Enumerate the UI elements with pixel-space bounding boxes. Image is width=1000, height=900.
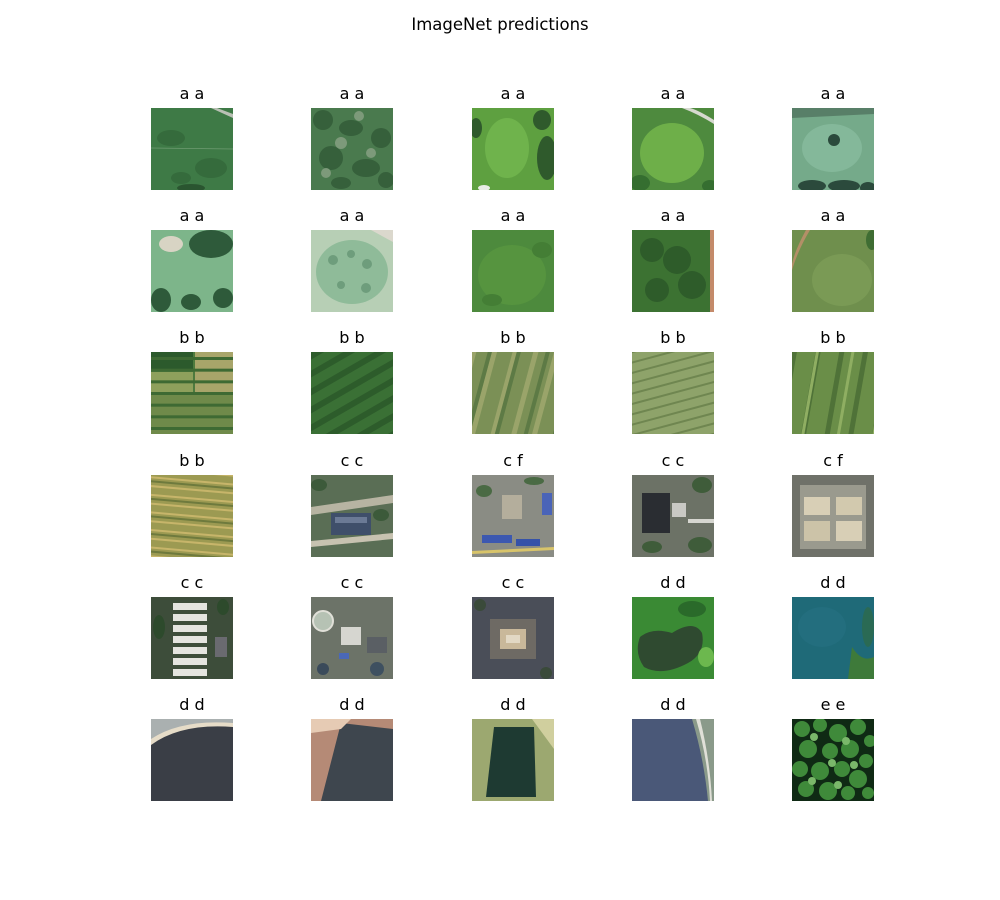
panel-label: a a xyxy=(339,84,365,103)
aerial-thumbnail xyxy=(311,352,393,434)
panel-label: d d xyxy=(179,695,205,714)
aerial-thumbnail xyxy=(472,352,554,434)
panel-label: c f xyxy=(823,451,843,470)
aerial-thumbnail xyxy=(792,352,874,434)
aerial-thumbnail xyxy=(151,597,233,679)
aerial-thumbnail xyxy=(632,597,714,679)
aerial-thumbnail xyxy=(311,719,393,801)
aerial-thumbnail xyxy=(472,230,554,312)
panel-label: d d xyxy=(820,573,846,592)
panel-label: e e xyxy=(820,695,846,714)
aerial-thumbnail xyxy=(151,230,233,312)
panel-label: b b xyxy=(179,328,205,347)
panel-label: b b xyxy=(660,328,686,347)
panel-label: a a xyxy=(500,84,526,103)
figure-title: ImageNet predictions xyxy=(411,15,589,34)
aerial-thumbnail xyxy=(632,352,714,434)
aerial-thumbnail xyxy=(311,475,393,557)
aerial-thumbnail xyxy=(151,108,233,190)
aerial-thumbnail xyxy=(472,108,554,190)
panel-label: a a xyxy=(820,84,846,103)
aerial-thumbnail xyxy=(792,108,874,190)
panel-label: d d xyxy=(660,573,686,592)
panel-label: b b xyxy=(500,328,526,347)
panel-label: b b xyxy=(820,328,846,347)
panel-label: d d xyxy=(660,695,686,714)
panel-label: b b xyxy=(339,328,365,347)
panel-label: a a xyxy=(820,206,846,225)
aerial-thumbnail xyxy=(792,230,874,312)
aerial-thumbnail xyxy=(151,719,233,801)
panel-label: a a xyxy=(500,206,526,225)
panel-label: a a xyxy=(660,206,686,225)
aerial-thumbnail xyxy=(472,475,554,557)
panel-label: c c xyxy=(340,451,364,470)
panel-label: c c xyxy=(340,573,364,592)
panel-label: c c xyxy=(180,573,204,592)
panel-label: c c xyxy=(661,451,685,470)
aerial-thumbnail xyxy=(792,719,874,801)
aerial-thumbnail xyxy=(151,475,233,557)
panel-label: b b xyxy=(179,451,205,470)
aerial-thumbnail xyxy=(632,108,714,190)
aerial-thumbnail xyxy=(792,475,874,557)
panel-label: a a xyxy=(660,84,686,103)
aerial-thumbnail xyxy=(151,352,233,434)
aerial-thumbnail xyxy=(792,597,874,679)
aerial-thumbnail xyxy=(472,597,554,679)
aerial-thumbnail xyxy=(632,719,714,801)
aerial-thumbnail xyxy=(311,108,393,190)
panel-label: a a xyxy=(179,84,205,103)
panel-label: a a xyxy=(339,206,365,225)
aerial-thumbnail xyxy=(311,597,393,679)
aerial-thumbnail xyxy=(311,230,393,312)
aerial-thumbnail xyxy=(632,475,714,557)
panel-label: c c xyxy=(501,573,525,592)
aerial-thumbnail xyxy=(472,719,554,801)
aerial-thumbnail xyxy=(632,230,714,312)
panel-label: d d xyxy=(339,695,365,714)
panel-label: c f xyxy=(503,451,523,470)
panel-label: d d xyxy=(500,695,526,714)
panel-label: a a xyxy=(179,206,205,225)
